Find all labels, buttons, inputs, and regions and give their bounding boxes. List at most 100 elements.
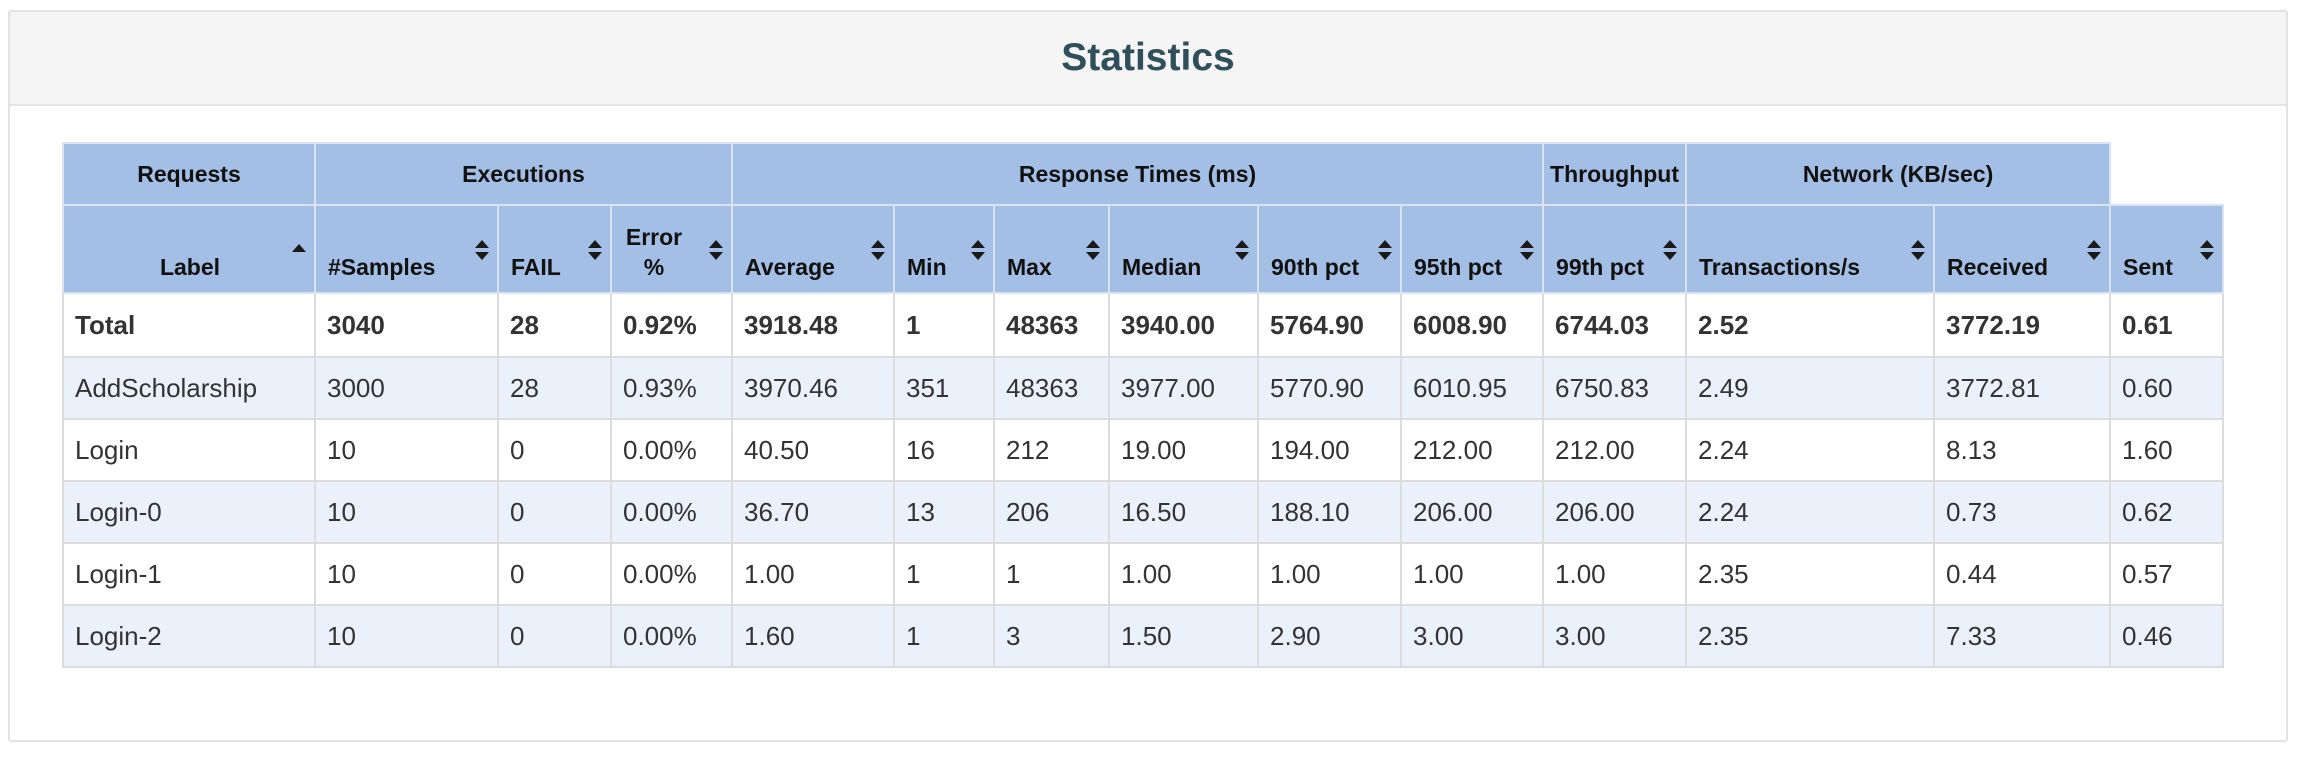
table-cell: 48363 bbox=[993, 292, 1111, 358]
table-cell: 2.24 bbox=[1685, 480, 1936, 544]
column-header[interactable]: Average bbox=[731, 204, 896, 294]
column-header[interactable]: Max bbox=[993, 204, 1111, 294]
row-label-cell: AddScholarship bbox=[62, 356, 316, 420]
table-cell: 2.35 bbox=[1685, 542, 1936, 606]
row-label-cell: Login-1 bbox=[62, 542, 316, 606]
table-cell: 3772.19 bbox=[1933, 292, 2112, 358]
table-cell: 3.00 bbox=[1400, 604, 1545, 668]
sort-icon[interactable] bbox=[588, 240, 602, 264]
column-header-label: Sent bbox=[2123, 254, 2173, 280]
sort-icon[interactable] bbox=[1911, 240, 1926, 264]
table-row: AddScholarship 3000 28 0.93% 3970.46 351 48363… bbox=[62, 356, 2225, 420]
table-cell: 0.44 bbox=[1933, 542, 2112, 606]
table-cell: 0.46 bbox=[2109, 604, 2225, 668]
table-cell: 1 bbox=[893, 292, 996, 358]
table-cell: 1.60 bbox=[731, 604, 896, 668]
column-header-label: Error % bbox=[625, 224, 683, 280]
table-cell: 19.00 bbox=[1108, 418, 1260, 482]
table-cell: 48363 bbox=[993, 356, 1111, 420]
table-cell: 0 bbox=[497, 604, 612, 668]
column-header-label: 99th pct bbox=[1556, 254, 1645, 280]
column-header-label: 90th pct bbox=[1271, 254, 1360, 280]
sort-icon[interactable] bbox=[971, 240, 986, 264]
sort-icon[interactable] bbox=[871, 240, 886, 264]
column-header[interactable]: 95th pct bbox=[1400, 204, 1545, 294]
table-cell: 10 bbox=[314, 604, 499, 668]
table-cell: 3772.81 bbox=[1933, 356, 2112, 420]
column-header[interactable]: Sent bbox=[2109, 204, 2225, 294]
table-cell: 1 bbox=[893, 542, 996, 606]
column-header-label: Median bbox=[1122, 254, 1202, 280]
table-cell: 6008.90 bbox=[1400, 292, 1545, 358]
table-cell: 212 bbox=[993, 418, 1111, 482]
statistics-table-wrap: Requests Executions Response Times (ms) Thr… bbox=[62, 142, 2225, 668]
table-cell: 10 bbox=[314, 480, 499, 544]
table-cell: 0.92% bbox=[609, 292, 734, 358]
column-header[interactable]: 99th pct bbox=[1542, 204, 1688, 294]
column-header[interactable]: Received bbox=[1933, 204, 2112, 294]
table-cell: 8.13 bbox=[1933, 418, 2112, 482]
column-header[interactable]: #Samples bbox=[314, 204, 499, 294]
table-cell: 16 bbox=[893, 418, 996, 482]
sort-icon[interactable] bbox=[1235, 240, 1250, 264]
sort-icon[interactable] bbox=[1520, 240, 1535, 264]
column-header-row: Label #Samples FAIL Error % Average Min Max Med… bbox=[62, 204, 2225, 294]
table-cell: 0 bbox=[497, 480, 612, 544]
table-cell: 0.61 bbox=[2109, 292, 2225, 358]
panel-heading: Statistics bbox=[10, 12, 2286, 106]
column-header[interactable]: Error % bbox=[609, 204, 734, 294]
table-cell: 206 bbox=[993, 480, 1111, 544]
column-header-label: #Samples bbox=[328, 254, 436, 280]
table-cell: 40.50 bbox=[731, 418, 896, 482]
column-header-label: 95th pct bbox=[1414, 254, 1503, 280]
table-cell: 2.35 bbox=[1685, 604, 1936, 668]
table-row: Login-2 10 0 0.00% 1.60 1 3 1.50 2.90 3.00 3.00 2.3… bbox=[62, 604, 2225, 668]
column-header[interactable]: Median bbox=[1108, 204, 1260, 294]
table-cell: 0.00% bbox=[609, 604, 734, 668]
sort-icon[interactable] bbox=[475, 240, 489, 264]
column-header-label: Min bbox=[907, 254, 947, 280]
column-header-label: Average bbox=[745, 254, 835, 280]
table-cell: 3 bbox=[993, 604, 1111, 668]
total-row: Total 3040 28 0.92% 3918.48 1 48363 3940.00 5764… bbox=[62, 292, 2225, 358]
row-label-cell: Login-0 bbox=[62, 480, 316, 544]
sort-icon[interactable] bbox=[1086, 240, 1101, 264]
column-header[interactable]: Min bbox=[893, 204, 996, 294]
table-cell: 3.00 bbox=[1542, 604, 1688, 668]
sort-icon[interactable] bbox=[2087, 240, 2102, 264]
table-cell: 0.57 bbox=[2109, 542, 2225, 606]
table-row: Login 10 0 0.00% 40.50 16 212 19.00 194.00 212.00… bbox=[62, 418, 2225, 482]
column-header[interactable]: 90th pct bbox=[1257, 204, 1403, 294]
sort-icon[interactable] bbox=[2200, 240, 2215, 264]
row-label-cell: Login bbox=[62, 418, 316, 482]
table-cell: 0.93% bbox=[609, 356, 734, 420]
table-cell: 212.00 bbox=[1542, 418, 1688, 482]
table-cell: 206.00 bbox=[1542, 480, 1688, 544]
table-cell: 5770.90 bbox=[1257, 356, 1403, 420]
table-cell: 6744.03 bbox=[1542, 292, 1688, 358]
table-cell: 7.33 bbox=[1933, 604, 2112, 668]
column-header[interactable]: FAIL bbox=[497, 204, 612, 294]
table-cell: 28 bbox=[497, 292, 612, 358]
column-group-header: Executions bbox=[313, 142, 734, 206]
table-cell: 194.00 bbox=[1257, 418, 1403, 482]
table-cell: 3000 bbox=[314, 356, 499, 420]
table-cell: 2.49 bbox=[1685, 356, 1936, 420]
row-label-cell: Total bbox=[62, 292, 316, 358]
table-cell: 1.00 bbox=[1400, 542, 1545, 606]
table-cell: 10 bbox=[314, 542, 499, 606]
table-cell: 1.00 bbox=[1542, 542, 1688, 606]
table-row: Login-1 10 0 0.00% 1.00 1 1 1.00 1.00 1.00 1.00 2.3… bbox=[62, 542, 2225, 606]
table-cell: 1.50 bbox=[1108, 604, 1260, 668]
table-cell: 1.00 bbox=[731, 542, 896, 606]
sort-ascending-icon[interactable] bbox=[292, 244, 306, 268]
sort-icon[interactable] bbox=[709, 240, 724, 264]
sort-icon[interactable] bbox=[1663, 240, 1678, 264]
column-group-header: Network (KB/sec) bbox=[1685, 142, 2112, 206]
table-cell: 3918.48 bbox=[731, 292, 896, 358]
column-header-label: Received bbox=[1947, 254, 2049, 280]
sort-icon[interactable] bbox=[1378, 240, 1393, 264]
column-header[interactable]: Transactions/s bbox=[1685, 204, 1936, 294]
column-header[interactable]: Label bbox=[62, 204, 316, 294]
table-cell: 3040 bbox=[314, 292, 499, 358]
